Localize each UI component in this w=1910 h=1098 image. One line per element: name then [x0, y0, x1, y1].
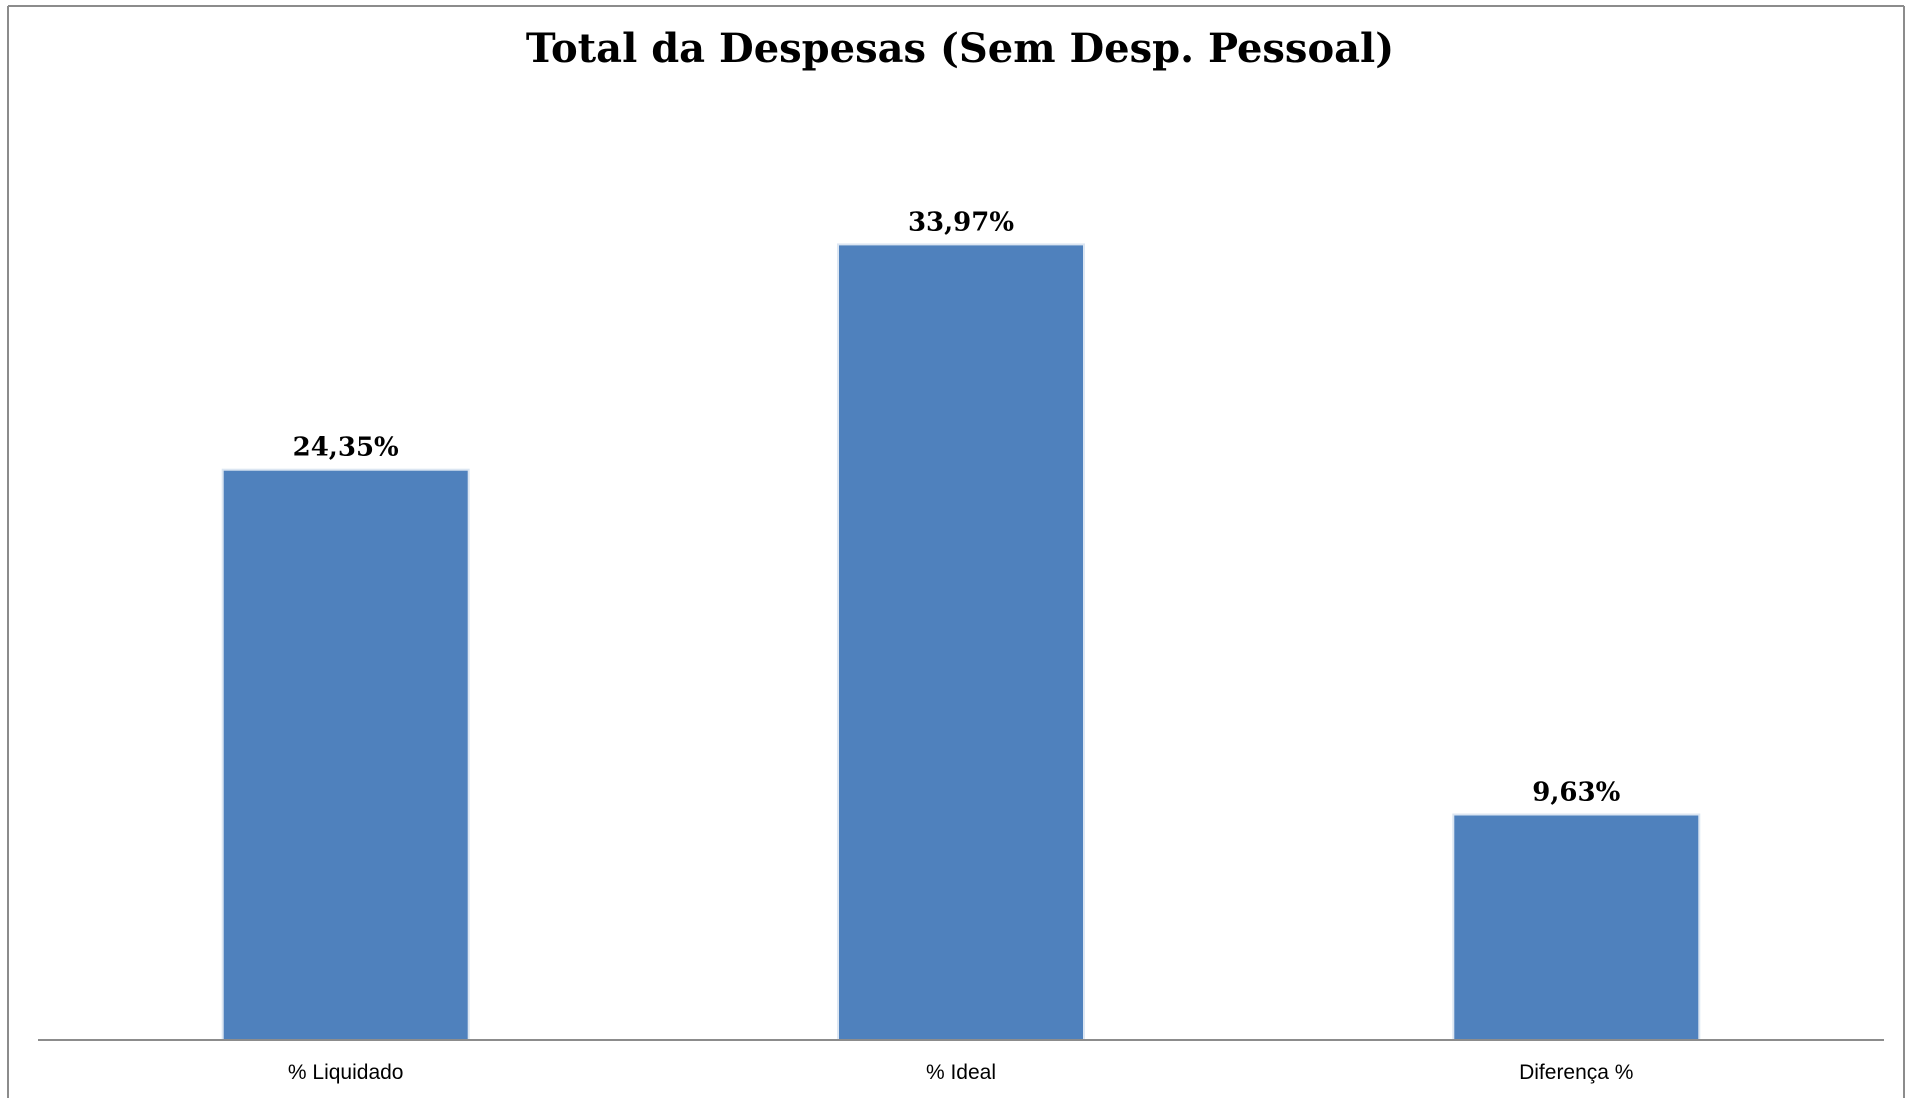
bar-2 [837, 243, 1085, 1041]
chart-title: Total da Despesas (Sem Desp. Pessoal) [526, 25, 1394, 72]
x-tick-label-2: % Ideal [926, 1061, 996, 1084]
bar-3 [1452, 813, 1701, 1041]
x-tick-label-3: Diferença % [1519, 1061, 1633, 1084]
x-tick-labels-layer: % Liquidado % Ideal Diferença % [288, 1061, 1634, 1084]
data-label-3: 9,63% [1532, 778, 1620, 808]
bar-1 [221, 468, 470, 1041]
x-tick-label-1: % Liquidado [288, 1061, 404, 1084]
data-label-1: 24,35% [293, 433, 399, 463]
data-labels-layer: 24,35% 33,97% 9,63% [293, 207, 1621, 807]
data-label-2: 33,97% [908, 207, 1014, 237]
bars-layer [221, 243, 1701, 1041]
